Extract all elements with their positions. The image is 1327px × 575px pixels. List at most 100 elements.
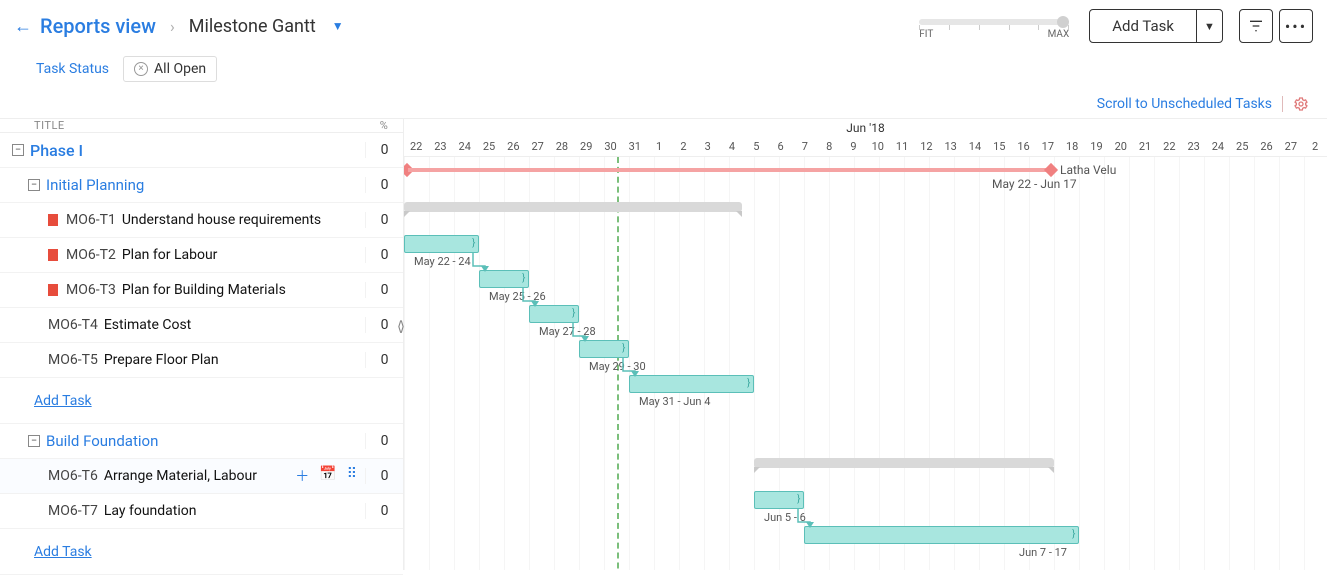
task-bar-label: May 31 - Jun 4 <box>639 395 710 408</box>
task-code: MO6-T5 <box>48 352 98 368</box>
task-pct: 0 <box>365 503 403 519</box>
filter-chip[interactable]: × All Open <box>123 56 217 82</box>
task-name[interactable]: Plan for Labour <box>122 247 218 263</box>
group-summary-bar[interactable] <box>754 458 1054 468</box>
task-code: MO6-T3 <box>66 282 116 298</box>
task-pct: 0 <box>365 468 403 484</box>
add-task-button[interactable]: Add Task ▼ <box>1089 9 1223 43</box>
task-bar[interactable]: } <box>529 305 579 323</box>
task-name[interactable]: Lay foundation <box>104 503 197 519</box>
task-row[interactable]: MO6-T6 Arrange Material, Labour ＋ 📅 ⠿ 0 <box>0 459 403 494</box>
add-task-link[interactable]: Add Task <box>34 544 92 560</box>
milestone-range: May 22 - Jun 17 <box>992 177 1077 191</box>
timeline-day-label: 15 <box>987 140 1011 153</box>
filter-icon[interactable] <box>1239 9 1273 43</box>
task-name[interactable]: Arrange Material, Labour <box>104 468 257 484</box>
timeline-day-label: 25 <box>1230 140 1254 153</box>
task-name[interactable]: Build Foundation <box>46 432 158 450</box>
timeline-day-label: 10 <box>866 140 890 153</box>
column-header-pct: % <box>365 119 403 132</box>
timeline-month-label: Jun '18 <box>404 121 1327 135</box>
collapse-toggle-icon[interactable]: − <box>28 179 40 191</box>
task-row[interactable]: − Phase I 0 <box>0 133 403 168</box>
task-bar[interactable]: } <box>479 270 529 288</box>
timeline-day-label: 4 <box>720 140 744 153</box>
page-title: Milestone Gantt <box>189 16 316 37</box>
timeline-day-label: 18 <box>1060 140 1084 153</box>
task-bar[interactable]: } <box>804 526 1079 544</box>
drag-handle-icon[interactable]: ⠿ <box>347 466 357 486</box>
filter-chip-text: All Open <box>154 61 206 77</box>
collapse-toggle-icon[interactable]: − <box>28 435 40 447</box>
task-bar-label: May 25 - 26 <box>489 290 546 303</box>
priority-flag-icon <box>48 284 58 296</box>
timeline-day-label: 9 <box>841 140 865 153</box>
timeline-day-label: 21 <box>1133 140 1157 153</box>
task-pct: 0 <box>365 282 403 298</box>
timeline-day-label: 11 <box>890 140 914 153</box>
task-name[interactable]: Initial Planning <box>46 176 144 194</box>
filter-chip-remove-icon[interactable]: × <box>134 62 148 76</box>
timeline-day-label: 1 <box>647 140 671 153</box>
task-name[interactable]: Prepare Floor Plan <box>104 352 219 368</box>
settings-gear-icon[interactable] <box>1293 96 1309 112</box>
priority-flag-icon <box>48 214 58 226</box>
task-row[interactable]: MO6-T5 Prepare Floor Plan 0 <box>0 343 403 378</box>
task-code: MO6-T2 <box>66 247 116 263</box>
task-bar[interactable]: } <box>754 491 804 509</box>
schedule-icon[interactable]: 📅 <box>319 466 336 486</box>
task-bar[interactable]: } <box>579 340 629 358</box>
task-name[interactable]: Understand house requirements <box>122 212 321 228</box>
task-bar[interactable]: } <box>629 375 754 393</box>
timeline-day-label: 30 <box>598 140 622 153</box>
add-task-link[interactable]: Add Task <box>34 393 92 409</box>
milestone-bar[interactable] <box>408 168 1050 172</box>
group-summary-bar[interactable] <box>404 202 742 212</box>
task-pct: 0 <box>365 433 403 449</box>
add-subtask-icon[interactable]: ＋ <box>295 466 309 486</box>
timeline-day-label: 26 <box>501 140 525 153</box>
task-row[interactable]: MO6-T4 Estimate Cost 0 <box>0 308 403 343</box>
task-name[interactable]: Phase I <box>30 141 83 160</box>
task-name[interactable]: Plan for Building Materials <box>122 282 286 298</box>
zoom-slider[interactable]: FIT MAX <box>919 13 1069 40</box>
timeline-day-label: 7 <box>793 140 817 153</box>
add-task-dropdown-icon[interactable]: ▼ <box>1196 10 1222 42</box>
timeline-day-label: 25 <box>477 140 501 153</box>
task-row[interactable]: MO6-T1 Understand house requirements 0 <box>0 203 403 238</box>
priority-flag-icon <box>48 249 58 261</box>
timeline-day-label: 20 <box>1109 140 1133 153</box>
task-row[interactable]: MO6-T3 Plan for Building Materials 0 <box>0 273 403 308</box>
timeline-day-label: 16 <box>1011 140 1035 153</box>
timeline-day-label: 27 <box>1279 140 1303 153</box>
timeline-day-label: 2 <box>671 140 695 153</box>
timeline-day-label: 22 <box>404 140 428 153</box>
page-title-dropdown-icon[interactable]: ▼ <box>332 19 344 33</box>
back-arrow-icon[interactable]: ← <box>14 16 32 37</box>
timeline-day-label: 24 <box>1206 140 1230 153</box>
chevron-right-icon: › <box>170 17 175 36</box>
task-row[interactable]: − Build Foundation 0 <box>0 424 403 459</box>
timeline-day-label: 26 <box>1254 140 1278 153</box>
filter-label[interactable]: Task Status <box>36 61 109 77</box>
task-pct: 0 <box>365 142 403 158</box>
timeline-day-label: 6 <box>768 140 792 153</box>
task-row[interactable]: MO6-T7 Lay foundation 0 <box>0 494 403 529</box>
timeline-day-label: 8 <box>817 140 841 153</box>
milestone-owner: Latha Velu <box>1060 163 1116 177</box>
scroll-to-unscheduled-link[interactable]: Scroll to Unscheduled Tasks <box>1097 96 1272 112</box>
task-bar[interactable]: } <box>404 235 479 253</box>
breadcrumb-root[interactable]: Reports view <box>40 14 156 38</box>
task-code: MO6-T4 <box>48 317 98 333</box>
collapse-toggle-icon[interactable]: − <box>12 144 24 156</box>
timeline-day-label: 29 <box>574 140 598 153</box>
task-pct: 0 <box>365 177 403 193</box>
task-row[interactable]: − Initial Planning 0 <box>0 168 403 203</box>
timeline-day-label: 17 <box>1036 140 1060 153</box>
milestone-end-icon[interactable] <box>1044 163 1058 177</box>
timeline-day-label: 13 <box>939 140 963 153</box>
task-code: MO6-T1 <box>66 212 116 228</box>
more-icon[interactable]: ••• <box>1279 9 1313 43</box>
task-row[interactable]: MO6-T2 Plan for Labour 0 <box>0 238 403 273</box>
task-name[interactable]: Estimate Cost <box>104 317 191 333</box>
